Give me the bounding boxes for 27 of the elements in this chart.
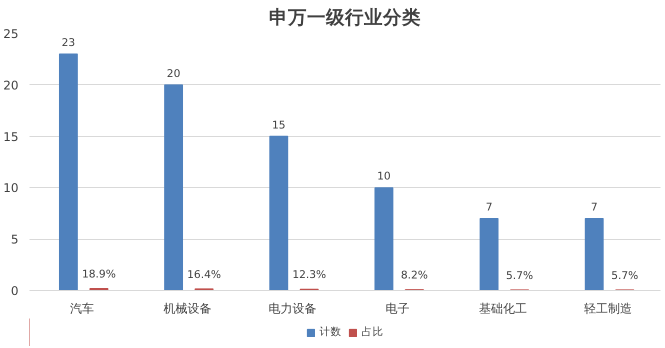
data-label: 23 bbox=[62, 36, 76, 50]
data-label: 15 bbox=[272, 118, 286, 132]
data-label: 7 bbox=[486, 200, 492, 214]
y-tick-label: 25 bbox=[3, 27, 19, 41]
y-tick-label: 0 bbox=[10, 284, 19, 298]
x-tick-label: 汽车 bbox=[70, 302, 94, 316]
data-label: 5.7% bbox=[611, 268, 638, 282]
data-label: 10 bbox=[377, 170, 391, 183]
data-label: 5.7% bbox=[506, 268, 534, 282]
y-tick-label: 10 bbox=[3, 181, 19, 196]
legend-label: 占比 bbox=[362, 325, 384, 339]
x-tick-label: 机械设备 bbox=[163, 302, 212, 316]
data-label: 12.3% bbox=[292, 268, 326, 282]
chart-title: 申万一级行业分类 bbox=[269, 6, 421, 28]
y-tick-label: 15 bbox=[3, 130, 19, 144]
x-tick-label: 基础化工 bbox=[478, 302, 527, 316]
x-tick-label: 电子 bbox=[386, 302, 410, 316]
y-tick-label: 20 bbox=[3, 78, 19, 92]
data-label: 18.9% bbox=[82, 268, 116, 281]
y-tick-label: 5 bbox=[10, 232, 19, 247]
x-tick-label: 轻工制造 bbox=[584, 302, 632, 316]
legend-label: 计数 bbox=[320, 325, 342, 339]
data-label: 20 bbox=[166, 66, 181, 80]
data-label: 8.2% bbox=[400, 268, 428, 282]
data-label: 7 bbox=[590, 200, 598, 214]
x-tick-label: 电力设备 bbox=[268, 302, 316, 316]
data-label: 16.4% bbox=[187, 268, 222, 281]
